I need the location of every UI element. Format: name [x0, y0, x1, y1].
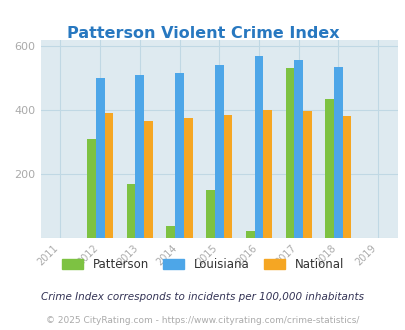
Bar	[333, 67, 342, 238]
Bar	[294, 60, 302, 238]
Bar	[254, 56, 263, 238]
Bar	[245, 231, 254, 238]
Bar	[135, 75, 144, 238]
Bar	[324, 99, 333, 238]
Bar	[214, 64, 223, 238]
Bar	[144, 121, 153, 238]
Text: © 2025 CityRating.com - https://www.cityrating.com/crime-statistics/: © 2025 CityRating.com - https://www.city…	[46, 315, 359, 325]
Bar	[175, 73, 183, 238]
Bar	[223, 115, 232, 238]
Bar	[206, 190, 214, 238]
Bar	[104, 113, 113, 238]
Bar	[183, 118, 192, 238]
Bar	[285, 68, 294, 238]
Text: Patterson Violent Crime Index: Patterson Violent Crime Index	[66, 26, 339, 41]
Legend: Patterson, Louisiana, National: Patterson, Louisiana, National	[57, 253, 348, 276]
Bar	[166, 226, 175, 238]
Bar	[87, 139, 96, 238]
Text: Crime Index corresponds to incidents per 100,000 inhabitants: Crime Index corresponds to incidents per…	[41, 292, 364, 302]
Bar	[342, 115, 351, 238]
Bar	[126, 184, 135, 238]
Bar	[302, 111, 311, 238]
Bar	[263, 110, 271, 238]
Bar	[96, 78, 104, 238]
